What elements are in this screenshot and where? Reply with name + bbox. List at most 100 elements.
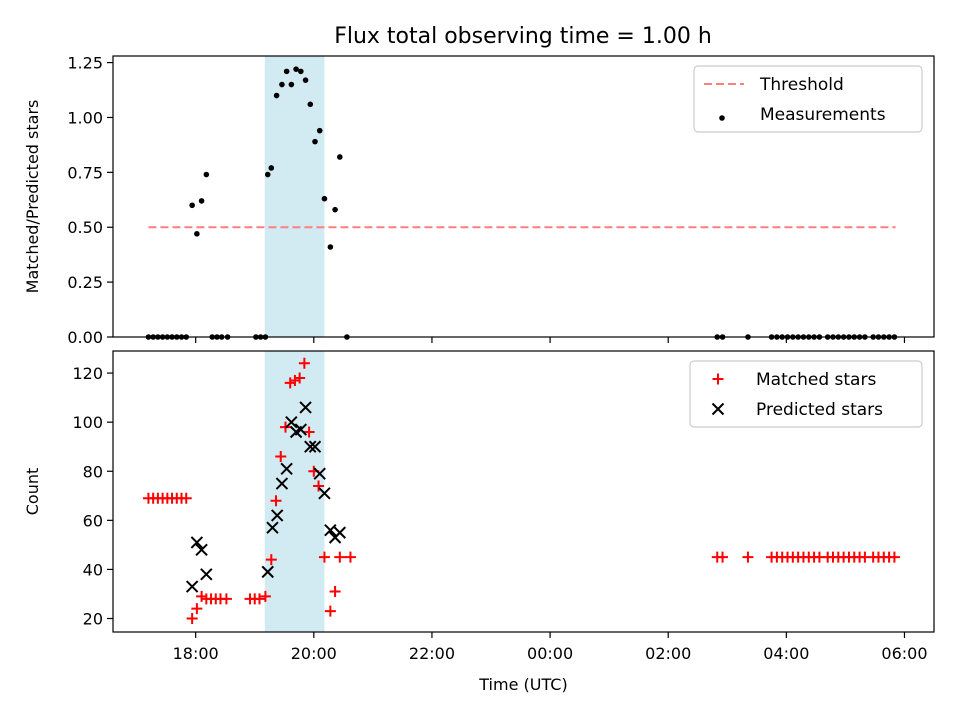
predicted-star-point <box>318 487 331 500</box>
matched-star-point <box>259 590 271 602</box>
x-tick-label: 02:00 <box>645 644 691 663</box>
matched-star-point <box>284 377 296 389</box>
measurement-point <box>312 138 318 145</box>
y-tick-label: 60 <box>83 511 103 530</box>
measurement-point <box>293 66 299 72</box>
predicted-star-point <box>294 423 308 436</box>
matched-star-point <box>888 551 900 563</box>
figure-title: Flux total observing time = 1.00 h <box>334 24 712 49</box>
matched-star-point <box>324 605 336 617</box>
measurement-point <box>203 171 210 178</box>
y-tick-label: 0.75 <box>67 163 103 182</box>
legend-measurement-swatch <box>719 115 725 121</box>
legend-label: Threshold <box>759 75 844 95</box>
measurement-point <box>279 81 285 88</box>
predicted-star-point <box>304 440 317 453</box>
predicted-star-point <box>270 509 284 522</box>
predicted-star-point <box>333 526 347 539</box>
predicted-star-point <box>299 401 312 414</box>
x-tick-label: 18:00 <box>173 644 219 663</box>
y-tick-label: 120 <box>72 364 103 383</box>
y-tick-label: 0.50 <box>67 218 103 237</box>
matched-star-point <box>344 551 356 563</box>
matched-star-point <box>329 586 341 598</box>
y-tick-label: 0.25 <box>67 273 103 292</box>
matched-star-point <box>275 451 287 463</box>
matched-star-point <box>742 551 754 563</box>
measurement-point <box>198 198 205 204</box>
measurement-point <box>321 195 328 202</box>
matched-star-point <box>318 551 330 563</box>
y-tick-label: 100 <box>72 413 103 432</box>
measurement-point <box>194 231 200 237</box>
series-matched-stars <box>142 357 900 625</box>
legend: Threshold Measurements <box>693 65 923 133</box>
matched-star-point <box>303 426 315 438</box>
measurement-point <box>316 127 323 134</box>
predicted-star-point <box>308 440 322 453</box>
matched-star-point <box>180 492 192 504</box>
measurement-point <box>189 202 195 209</box>
highlight-span <box>264 351 325 632</box>
measurement-point <box>283 68 290 75</box>
y-tick-label: 20 <box>83 610 103 629</box>
matched-star-point <box>186 613 198 625</box>
legend-label: Matched stars <box>756 370 876 390</box>
matched-star-point <box>289 374 301 386</box>
predicted-star-point <box>275 477 289 490</box>
predicted-star-point <box>261 565 274 579</box>
predicted-star-point <box>266 521 279 534</box>
legend-label: Predicted stars <box>756 400 883 420</box>
measurement-point <box>327 244 334 250</box>
matched-star-point <box>294 372 306 384</box>
matched-star-point <box>191 603 203 615</box>
legend-matched-swatch <box>712 373 724 385</box>
measurement-point <box>288 81 295 88</box>
legend-box <box>693 65 923 133</box>
measurement-point <box>298 68 304 75</box>
x-tick-label: 06:00 <box>881 644 927 663</box>
legend: Matched stars Predicted stars <box>689 360 923 428</box>
legend-label: Measurements <box>760 105 886 125</box>
series-predicted-stars <box>185 401 347 593</box>
y-tick-label: 1.00 <box>67 108 103 127</box>
measurement-point <box>332 206 338 213</box>
y-tick-label: 40 <box>83 560 103 579</box>
measurement-point <box>268 165 275 171</box>
predicted-star-point <box>185 580 199 593</box>
axes-frame <box>112 55 935 338</box>
y-tick-label: 0.00 <box>67 328 103 347</box>
highlight-span <box>264 56 325 337</box>
predicted-star-point <box>313 467 326 480</box>
x-tick-label: 04:00 <box>763 644 809 663</box>
legend-box <box>689 360 923 428</box>
predicted-star-point <box>324 523 337 537</box>
axes-frame <box>112 350 935 633</box>
x-axis-label: Time (UTC) <box>478 675 567 694</box>
matched-star-point <box>298 357 310 369</box>
measurement-point <box>307 101 314 108</box>
predicted-star-point <box>280 462 293 476</box>
matched-star-point <box>313 480 325 492</box>
x-tick-label: 22:00 <box>409 644 455 663</box>
x-tick-label: 00:00 <box>527 644 573 663</box>
measurement-point <box>264 171 271 178</box>
matched-star-point <box>196 590 208 602</box>
matched-star-point <box>265 554 277 566</box>
x-tick-label: 20:00 <box>291 644 337 663</box>
matched-star-point <box>220 593 232 605</box>
matched-star-point <box>253 593 265 605</box>
measurement-point <box>302 77 309 83</box>
predicted-star-point <box>190 536 204 549</box>
legend-predicted-swatch <box>711 402 725 416</box>
matched-star-point <box>717 551 729 563</box>
y-tick-label: 1.25 <box>67 54 103 73</box>
predicted-star-point <box>200 568 213 581</box>
y-axis-label: Matched/Predicted stars <box>23 100 42 294</box>
measurement-point <box>337 154 343 160</box>
top-axes: 0.00 0.25 0.50 0.75 1.00 1.25 Matched/Predicte… <box>23 54 935 347</box>
predicted-star-point <box>195 543 208 556</box>
predicted-star-point <box>285 415 298 429</box>
matched-star-point <box>334 551 346 563</box>
